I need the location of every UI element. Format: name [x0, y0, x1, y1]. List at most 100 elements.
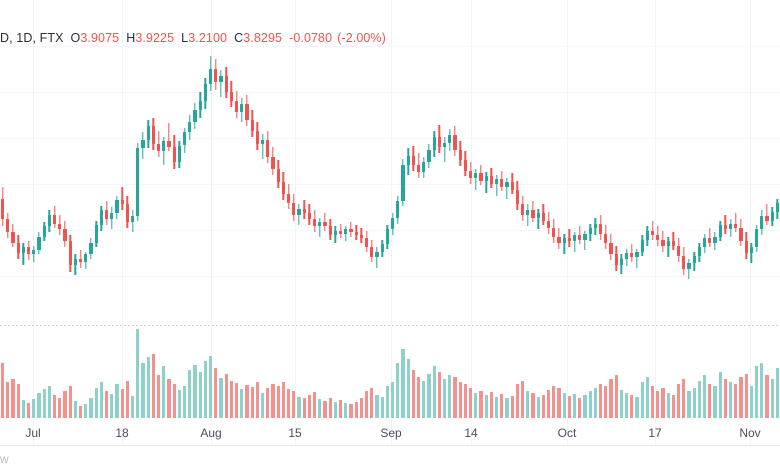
- candle-body: [130, 216, 135, 223]
- candle-body: [271, 157, 275, 170]
- candle-body: [676, 245, 681, 256]
- volume-bar: [739, 377, 743, 418]
- volume-bar: [323, 401, 327, 418]
- candle-body: [136, 148, 140, 217]
- candlestick: [302, 0, 306, 318]
- candlestick: [666, 0, 670, 318]
- candlestick: [468, 0, 473, 318]
- candlestick: [552, 0, 556, 318]
- chart-legend[interactable]: D, 1D, FTX O 3.9075 H 3.9225 L 3.2100 C 3.82…: [0, 29, 386, 47]
- price-candlestick-pane[interactable]: [0, 0, 780, 318]
- candle-body: [344, 229, 348, 234]
- candle-body: [411, 155, 415, 165]
- volume-bar: [364, 391, 369, 418]
- candlestick: [260, 0, 265, 318]
- volume-bar: [0, 362, 5, 418]
- volume-bar: [47, 385, 51, 418]
- x-axis-tick-label: Jul: [25, 426, 41, 440]
- volume-bar: [276, 385, 280, 418]
- candle-wick: [750, 242, 753, 264]
- x-axis[interactable]: Jul 18 Aug 15 Sep 14 Oct 17 Nov: [0, 418, 780, 445]
- volume-bar: [229, 380, 233, 418]
- candlestick: [104, 0, 109, 318]
- volume-bar: [744, 373, 748, 418]
- chart-gridlines: [0, 0, 780, 445]
- volume-bar: [489, 392, 493, 418]
- volume-bar: [172, 384, 176, 418]
- candlestick: [588, 0, 592, 318]
- candlestick: [494, 0, 499, 318]
- candlestick: [437, 0, 441, 318]
- candlestick: [754, 0, 759, 318]
- candle-body: [281, 182, 285, 195]
- candle-body: [406, 155, 410, 165]
- candlestick: [68, 0, 72, 318]
- candle-body: [520, 204, 525, 215]
- candlestick: [718, 0, 722, 318]
- volume-bar: [177, 390, 181, 418]
- horizontal-gridline: [0, 184, 780, 185]
- candlestick: [151, 0, 155, 318]
- volume-bar: [63, 391, 67, 418]
- candle-wick: [79, 250, 82, 268]
- candle-body: [245, 104, 249, 121]
- candlestick: [422, 0, 426, 318]
- candlestick: [546, 0, 551, 318]
- candle-body: [422, 161, 426, 172]
- volume-bar: [240, 388, 244, 418]
- candlestick: [0, 0, 5, 318]
- candle-body: [775, 202, 779, 212]
- volume-bar: [401, 348, 405, 418]
- candle-body: [765, 216, 769, 221]
- volume-bar: [427, 373, 431, 418]
- volume-bar: [557, 387, 561, 418]
- candlestick: [702, 0, 707, 318]
- volume-bar: [453, 377, 457, 418]
- volume-bar: [775, 368, 779, 418]
- volume-histogram-pane[interactable]: [0, 326, 780, 418]
- volume-bar: [515, 384, 519, 418]
- candlestick: [125, 0, 129, 318]
- candlestick: [26, 0, 31, 318]
- volume-bar: [266, 387, 270, 418]
- volume-bar: [193, 364, 197, 418]
- candle-body: [208, 68, 213, 84]
- candle-body: [172, 146, 176, 162]
- candle-body: [390, 217, 395, 230]
- volume-bar: [765, 375, 769, 418]
- candle-body: [604, 233, 608, 243]
- change-value: -0.0780: [289, 31, 333, 45]
- candle-body: [692, 255, 696, 264]
- candlestick: [286, 0, 291, 318]
- candlestick: [645, 0, 649, 318]
- candlestick: [115, 0, 119, 318]
- candle-body: [125, 204, 129, 223]
- volume-bar: [125, 380, 129, 418]
- candlestick: [110, 0, 114, 318]
- volume-bar: [437, 371, 441, 418]
- candlestick: [120, 0, 124, 318]
- volume-bar: [593, 387, 597, 418]
- chart-surface[interactable]: Jul 18 Aug 15 Sep 14 Oct 17 Nov: [0, 0, 780, 446]
- volume-bar: [250, 386, 254, 418]
- candle-body: [510, 182, 514, 190]
- candlestick: [136, 0, 140, 318]
- candle-body: [640, 239, 644, 252]
- candle-body: [297, 208, 301, 215]
- candlestick: [141, 0, 145, 318]
- candle-body: [515, 189, 519, 205]
- candle-body: [754, 229, 759, 248]
- candle-body: [624, 252, 629, 259]
- volume-bar: [645, 377, 649, 418]
- candle-body: [141, 139, 145, 149]
- candle-body: [687, 263, 691, 270]
- candle-body: [484, 176, 488, 181]
- volume-bar: [770, 378, 774, 418]
- chart-footer: w: [0, 448, 780, 470]
- volume-bar: [328, 397, 332, 418]
- candlestick: [338, 0, 343, 318]
- candle-body: [552, 227, 556, 237]
- candlestick: [214, 0, 218, 318]
- candle-body: [307, 213, 311, 220]
- volume-bar: [697, 380, 701, 418]
